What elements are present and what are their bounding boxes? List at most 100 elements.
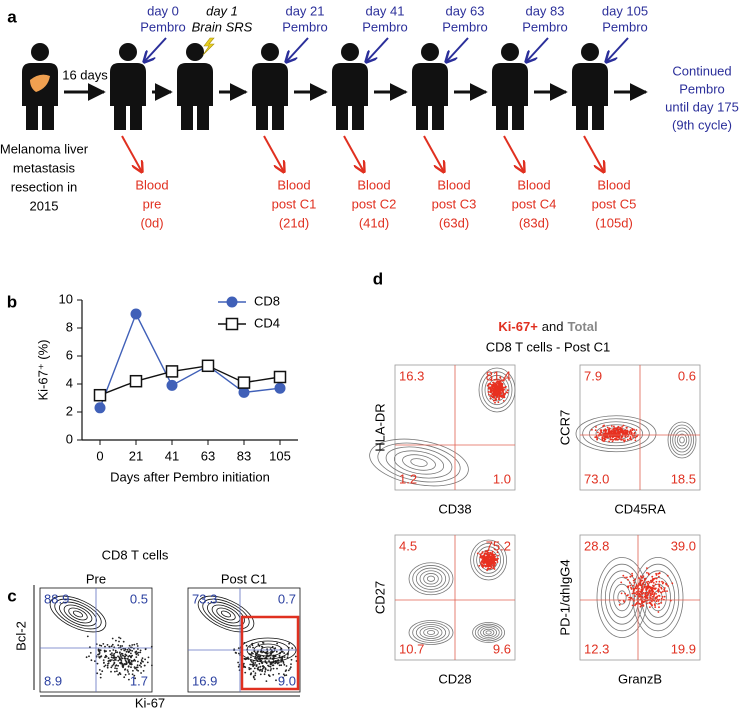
event-dot: [617, 428, 620, 431]
event-dot: [657, 572, 660, 575]
dose-text: Pembro: [282, 19, 328, 34]
quadrant-value: 9.0: [278, 673, 296, 688]
event-dot: [658, 584, 661, 587]
event-dot: [120, 659, 123, 662]
event-dot: [666, 574, 669, 577]
event-dot: [491, 562, 493, 564]
event-dot: [624, 435, 627, 438]
event-dot: [482, 561, 485, 564]
event-dot: [642, 575, 645, 577]
event-dot: [622, 574, 625, 577]
event-dot: [127, 661, 130, 664]
event-dot: [275, 650, 278, 653]
event-dot: [278, 664, 281, 667]
event-dot: [254, 657, 257, 660]
event-dot: [268, 660, 270, 662]
event-dot: [119, 637, 122, 640]
event-dot: [602, 436, 604, 438]
event-dot: [275, 679, 277, 682]
event-dot: [663, 590, 666, 592]
event-dot: [98, 644, 101, 647]
flow-plot: [369, 367, 516, 487]
event-dot: [603, 437, 606, 439]
contour: [415, 624, 447, 641]
panel-label: d: [373, 269, 383, 288]
contour: [419, 570, 443, 588]
dose-arrow: [286, 37, 309, 62]
head: [501, 43, 519, 61]
event-dot: [109, 659, 112, 661]
event-dot: [603, 440, 605, 443]
legend-label: CD8: [254, 293, 280, 308]
event-dot: [489, 390, 492, 393]
x-tick-label: 83: [237, 448, 251, 463]
event-dot: [123, 663, 126, 665]
y-axis-label: HLA-DR: [372, 403, 387, 451]
event-dot: [283, 652, 286, 654]
event-dot: [126, 657, 129, 660]
blood-arrow: [423, 135, 444, 172]
panel-label: a: [7, 7, 17, 26]
event-dot: [615, 439, 617, 441]
event-dot: [612, 431, 615, 434]
event-dot: [657, 589, 659, 592]
event-dot: [107, 662, 109, 665]
event-dot: [128, 673, 130, 675]
leg: [576, 100, 588, 130]
event-dot: [633, 581, 636, 584]
contour: [202, 598, 250, 630]
event-dot: [294, 655, 297, 658]
event-dot: [651, 593, 654, 596]
event-dot: [133, 643, 136, 646]
event-dot: [485, 560, 488, 563]
event-dot: [644, 586, 647, 588]
blood-arrow: [503, 135, 524, 172]
continued-text: until day 175: [665, 99, 739, 114]
event-dot: [283, 663, 286, 666]
point: [201, 359, 215, 373]
event-dot: [646, 591, 649, 594]
event-dot: [133, 674, 136, 677]
leg: [352, 100, 364, 130]
event-dot: [493, 387, 496, 390]
srs-text: day 1: [206, 3, 238, 18]
event-dot: [268, 674, 270, 677]
y-axis-label: CCR7: [557, 410, 572, 445]
event-dot: [625, 430, 627, 432]
event-dot: [135, 669, 138, 671]
contour: [672, 427, 692, 453]
leg: [512, 100, 524, 130]
event-dot: [488, 565, 491, 567]
event-dot: [632, 584, 634, 587]
event-dot: [653, 592, 656, 594]
contour: [480, 627, 498, 638]
person-icon: [492, 43, 528, 130]
event-dot: [98, 669, 101, 671]
event-dot: [127, 671, 129, 673]
event-dot: [270, 668, 272, 670]
event-dot: [620, 438, 623, 441]
event-dot: [139, 662, 142, 664]
event-dot: [630, 438, 633, 441]
event-dot: [257, 643, 260, 646]
event-dot: [650, 579, 652, 582]
quadrant-value: 39.0: [671, 538, 696, 553]
event-dot: [503, 396, 506, 399]
event-dot: [136, 664, 139, 667]
event-dot: [497, 554, 499, 557]
event-dot: [596, 437, 599, 440]
event-dot: [660, 597, 663, 600]
event-dot: [269, 657, 272, 659]
event-dot: [492, 399, 495, 402]
event-dot: [503, 388, 505, 391]
event-dot: [652, 584, 654, 587]
event-dot: [251, 644, 254, 647]
point: [130, 308, 142, 320]
event-dot: [109, 650, 111, 652]
event-dot: [643, 585, 646, 588]
event-dot: [270, 650, 272, 653]
event-dot: [237, 647, 240, 649]
quadrant-value: 0.7: [278, 591, 296, 606]
event-dot: [98, 656, 101, 659]
contour: [473, 542, 505, 578]
